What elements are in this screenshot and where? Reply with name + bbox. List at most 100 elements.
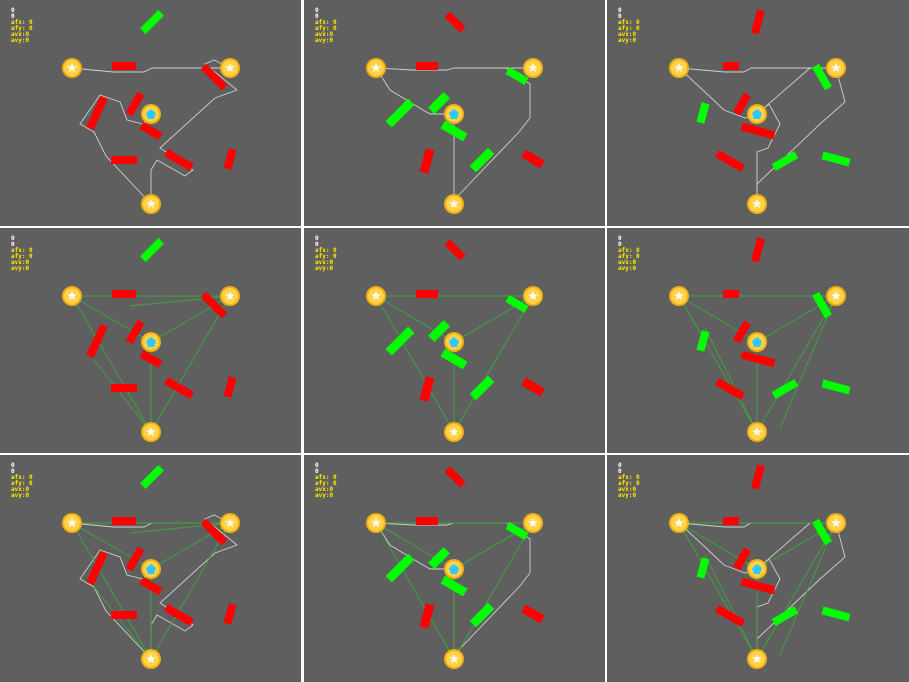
star-coin-icon [523, 58, 543, 78]
blocker-red [521, 377, 545, 397]
blocker-red [723, 290, 739, 298]
level-panel-r1-c2: 0 0 afx: 0 afy: 0 avx:0 avy:0 [304, 0, 605, 226]
blocker-red [521, 604, 545, 624]
network-edge [678, 522, 758, 660]
hud-afy: afy: 0 [11, 253, 33, 260]
level-panel-r1-c3: 0 0 afx: 0 afy: 0 avx:0 avy:0 [607, 0, 909, 226]
blocker-green [385, 326, 415, 356]
star-coin-icon [141, 422, 161, 442]
gem-goal-icon [141, 332, 161, 352]
gem-goal-icon [444, 332, 464, 352]
level-panel-r3-c2: 0 0 afx: 0 afy: 0 avx:0 avy:0 [304, 455, 605, 682]
blocker-green [469, 147, 495, 173]
hud-avy: avy:0 [11, 37, 30, 44]
debug-hud: 0 0 afx: 0 afy: 0 avx:0 avy:0 [618, 236, 640, 272]
blocker-green [812, 291, 832, 319]
star-coin-icon [366, 286, 386, 306]
hud-avy: avy:0 [11, 492, 30, 499]
star-coin-icon [220, 58, 240, 78]
hud-counter-2: 0 [315, 468, 319, 475]
blocker-red [740, 350, 776, 368]
blocker-red [444, 11, 466, 33]
hud-avy: avy:0 [315, 265, 334, 272]
blocker-green [428, 92, 450, 114]
blocker-red [86, 323, 108, 359]
blocker-red [751, 464, 765, 490]
hud-afy: afy: 0 [315, 25, 337, 32]
blocker-red [86, 550, 108, 586]
level-canvas [366, 466, 545, 669]
route-path [678, 522, 836, 528]
hud-counter-1: 0 [11, 235, 15, 242]
route-path [756, 522, 836, 659]
network-edge [779, 522, 837, 656]
blocker-red [419, 603, 435, 629]
network-edge [129, 522, 231, 534]
blocker-green [821, 151, 851, 167]
level-canvas [669, 237, 851, 442]
blocker-green [428, 320, 450, 342]
star-coin-icon [669, 513, 689, 533]
debug-hud: 0 0 afx: 0 afy: 0 avx:0 avy:0 [11, 236, 33, 272]
blocker-red [223, 148, 237, 170]
network-edge [71, 522, 152, 660]
level-canvas [669, 9, 851, 214]
hud-avx: avx:0 [315, 259, 334, 266]
hud-afx: afx: 0 [315, 247, 337, 254]
blocker-red [733, 92, 751, 116]
route-path [756, 67, 846, 204]
network-edge [71, 295, 152, 433]
hud-counter-1: 0 [618, 7, 622, 14]
gem-goal-icon [747, 559, 767, 579]
blocker-red [164, 604, 194, 626]
blocker-red [125, 91, 145, 117]
gem-goal-icon [444, 559, 464, 579]
blocker-red [223, 376, 237, 398]
star-coin-icon [826, 513, 846, 533]
star-coin-icon [62, 513, 82, 533]
route-path [375, 67, 455, 204]
network-edge [150, 295, 231, 433]
level-panel-r2-c2: 0 0 afx: 0 afy: 0 avx:0 avy:0 [304, 228, 605, 453]
blocker-red [521, 149, 545, 169]
hud-avy: avy:0 [11, 265, 30, 272]
blocker-red [751, 9, 765, 35]
blocker-red [164, 377, 194, 399]
hud-avx: avx:0 [11, 31, 30, 38]
blocker-green [771, 379, 799, 399]
blocker-red [416, 290, 438, 298]
route-path [756, 67, 836, 204]
blocker-green [385, 553, 415, 583]
hud-avx: avx:0 [618, 486, 637, 493]
blocker-green [139, 464, 165, 490]
blocker-red [715, 605, 745, 627]
level-canvas [669, 464, 851, 669]
blocker-green [385, 98, 415, 128]
hud-afx: afx: 0 [11, 19, 33, 26]
star-coin-icon [366, 513, 386, 533]
blocker-red [715, 150, 745, 172]
hud-avy: avy:0 [618, 37, 637, 44]
level-canvas [366, 11, 545, 214]
blocker-green [505, 295, 529, 313]
network-edge [756, 522, 837, 660]
hud-avx: avx:0 [618, 259, 637, 266]
network-edge [704, 554, 758, 660]
network-edge [71, 295, 152, 343]
route-path [375, 67, 533, 71]
blocker-red [723, 62, 739, 70]
debug-hud: 0 0 afx: 0 afy: 0 avx:0 avy:0 [618, 463, 640, 499]
hud-counter-2: 0 [618, 13, 622, 20]
blocker-red [139, 122, 163, 140]
hud-counter-2: 0 [315, 13, 319, 20]
hud-afx: afx: 0 [618, 19, 640, 26]
blocker-green [505, 522, 529, 540]
blocker-red [733, 320, 751, 344]
hud-counter-1: 0 [618, 235, 622, 242]
hud-afy: afy: 0 [11, 480, 33, 487]
hud-avy: avy:0 [315, 492, 334, 499]
network-edge [678, 295, 758, 433]
hud-afy: afy: 0 [618, 253, 640, 260]
hud-afx: afx: 0 [618, 474, 640, 481]
